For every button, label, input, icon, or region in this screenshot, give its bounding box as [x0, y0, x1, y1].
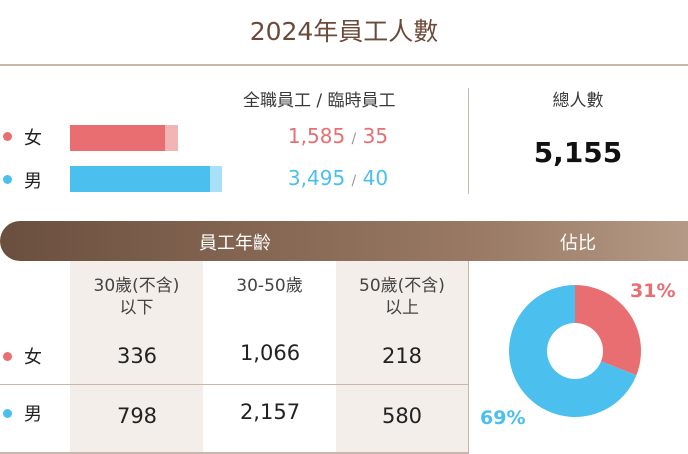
female-label: 女: [24, 128, 42, 149]
age-column-bg-1: [70, 261, 203, 454]
male-share-label: 69%: [480, 407, 526, 429]
male-dot-icon: [3, 175, 12, 184]
female-ratio: 1,585 / 35: [232, 124, 444, 148]
total-header: 總人數: [552, 91, 604, 111]
age-col-header-3: 50歲(不含) 以上: [359, 276, 445, 318]
female-temp-bar: [165, 125, 178, 151]
age-row-label-male: 男: [24, 404, 42, 425]
age-male-dot-icon: [3, 409, 12, 418]
age-male-30-50: 2,157: [239, 400, 301, 424]
age-row-label-female: 女: [24, 347, 42, 368]
age-female-30-50: 1,066: [239, 341, 301, 365]
share-donut-chart: [509, 285, 641, 417]
share-divider: [468, 261, 469, 454]
female-fulltime-value: 1,585: [287, 124, 346, 148]
share-banner-label: 佔比: [560, 233, 596, 254]
age-female-under30: 336: [116, 344, 158, 368]
age-row-divider: [0, 384, 468, 385]
vertical-divider: [468, 88, 469, 194]
age-banner-label: 員工年齡: [199, 233, 271, 254]
title-divider: [0, 64, 688, 66]
age-col-header-1: 30歲(不含) 以下: [93, 276, 180, 318]
male-fulltime-value: 3,495: [287, 166, 346, 190]
age-female-over50: 218: [381, 344, 423, 368]
male-label: 男: [24, 171, 42, 192]
male-separator: /: [351, 173, 357, 189]
donut-hole: [547, 323, 603, 379]
male-temp-value: 40: [362, 166, 389, 190]
age-col-header-2: 30-50歲: [236, 276, 303, 296]
female-separator: /: [351, 131, 357, 147]
male-fulltime-bar: [70, 166, 210, 192]
female-dot-icon: [3, 132, 12, 141]
age-female-dot-icon: [3, 352, 12, 361]
age-column-bg-3: [336, 261, 468, 454]
male-temp-bar: [210, 166, 222, 192]
headcount-header: 全職員工 / 臨時員工: [243, 91, 396, 111]
section-banner: [0, 221, 688, 261]
female-temp-value: 35: [362, 124, 389, 148]
page-title: 2024年員工人數: [249, 17, 439, 46]
female-share-label: 31%: [630, 280, 676, 302]
age-male-under30: 798: [116, 404, 158, 428]
male-ratio: 3,495 / 40: [232, 166, 444, 190]
age-bottom-divider: [0, 452, 468, 454]
total-value: 5,155: [533, 136, 623, 169]
age-male-over50: 580: [381, 404, 423, 428]
female-fulltime-bar: [70, 125, 165, 151]
